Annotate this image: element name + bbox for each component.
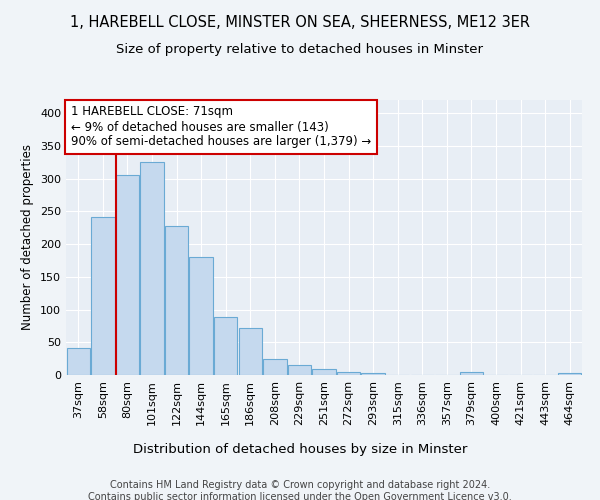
Bar: [165, 226, 188, 375]
Bar: [190, 257, 213, 375]
Text: Size of property relative to detached houses in Minster: Size of property relative to detached ho…: [116, 42, 484, 56]
Y-axis label: Number of detached properties: Number of detached properties: [22, 144, 34, 330]
Bar: [67, 348, 90, 375]
Bar: [116, 176, 139, 375]
Text: 1, HAREBELL CLOSE, MINSTER ON SEA, SHEERNESS, ME12 3ER: 1, HAREBELL CLOSE, MINSTER ON SEA, SHEER…: [70, 15, 530, 30]
Text: 1 HAREBELL CLOSE: 71sqm
← 9% of detached houses are smaller (143)
90% of semi-de: 1 HAREBELL CLOSE: 71sqm ← 9% of detached…: [71, 106, 371, 148]
Bar: [361, 373, 385, 375]
Bar: [263, 358, 287, 375]
Bar: [558, 373, 581, 375]
Bar: [239, 328, 262, 375]
Bar: [460, 372, 483, 375]
Bar: [337, 372, 360, 375]
Bar: [140, 162, 164, 375]
Text: Contains HM Land Registry data © Crown copyright and database right 2024.
Contai: Contains HM Land Registry data © Crown c…: [88, 480, 512, 500]
Bar: [214, 318, 238, 375]
Bar: [313, 369, 335, 375]
Bar: [288, 365, 311, 375]
Text: Distribution of detached houses by size in Minster: Distribution of detached houses by size …: [133, 442, 467, 456]
Bar: [91, 216, 115, 375]
